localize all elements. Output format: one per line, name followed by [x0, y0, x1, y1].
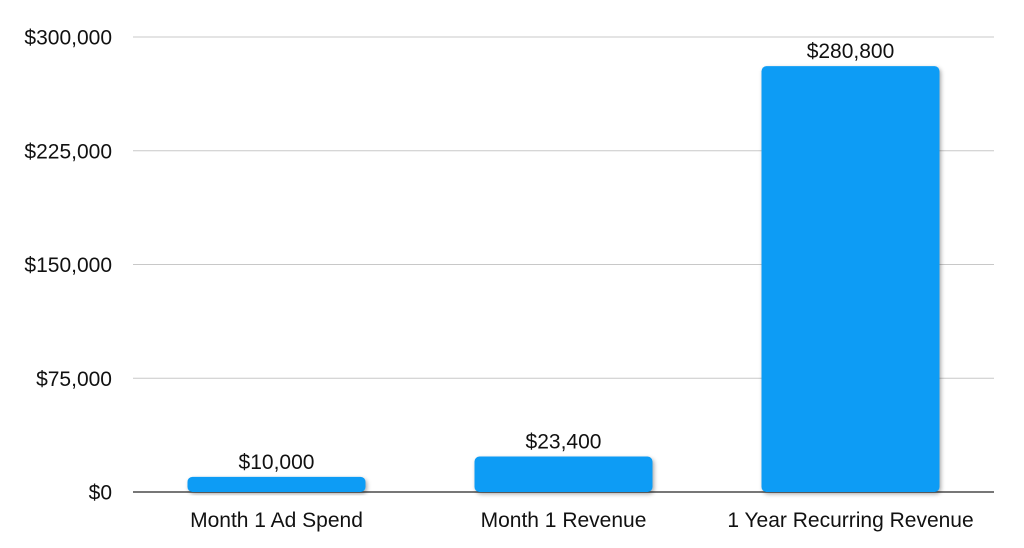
y-tick-label: $300,000: [24, 27, 112, 50]
y-tick-label: $150,000: [24, 254, 112, 277]
y-tick-label: $0: [89, 482, 112, 505]
y-tick-label: $75,000: [36, 368, 112, 391]
bar-data-label: $280,800: [807, 40, 895, 63]
bar-data-label: $23,400: [526, 431, 602, 454]
y-axis-tick-labels: $0 $75,000 $150,000 $225,000 $300,000: [24, 27, 112, 505]
bar-data-label: $10,000: [239, 451, 315, 474]
x-axis-category-labels: Month 1 Ad Spend Month 1 Revenue 1 Year Re…: [190, 509, 974, 532]
data-labels: $10,000 $23,400 $280,800: [239, 40, 895, 474]
x-category-label: Month 1 Revenue: [481, 509, 647, 532]
y-tick-label: $225,000: [24, 140, 112, 163]
bar: [761, 66, 940, 493]
x-category-label: Month 1 Ad Spend: [190, 509, 363, 532]
x-category-label: 1 Year Recurring Revenue: [727, 509, 973, 532]
bar: [474, 456, 653, 492]
bars: [187, 66, 940, 493]
bar: [187, 476, 366, 492]
